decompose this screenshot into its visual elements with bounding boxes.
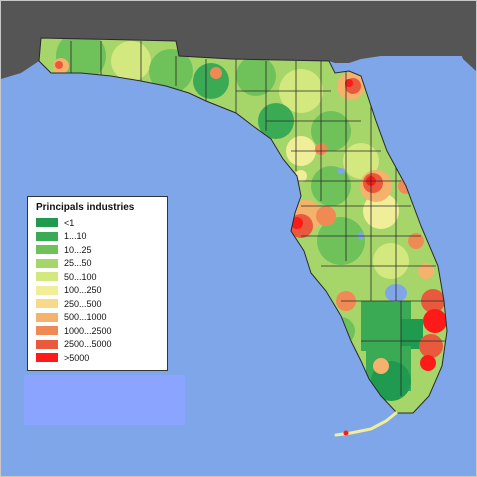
legend-item: 1...10	[36, 230, 161, 244]
legend-item: 500...1000	[36, 311, 161, 325]
legend-label: 100...250	[64, 285, 102, 296]
legend-swatch	[36, 353, 58, 363]
legend-label: 1000...2500	[64, 325, 112, 336]
bahamas-land	[456, 36, 476, 71]
legend-swatch	[36, 245, 58, 255]
legend-swatch	[36, 285, 58, 295]
legend-swatch	[36, 258, 58, 268]
map-legend: Principals industries <1 1...10 10...25 25.…	[27, 196, 168, 371]
legend-title: Principals industries	[36, 202, 135, 213]
legend-label: 1...10	[64, 231, 87, 242]
legend-item: 50...100	[36, 270, 161, 284]
legend-label: 2500...5000	[64, 339, 112, 350]
legend-label: 50...100	[64, 271, 97, 282]
legend-item: 10...25	[36, 243, 161, 257]
legend-swatch	[36, 218, 58, 228]
inset-placeholder-box	[24, 375, 185, 425]
legend-item: 250...500	[36, 297, 161, 311]
legend-label: 10...25	[64, 244, 92, 255]
legend-item: <1	[36, 216, 161, 230]
legend-label: <1	[64, 217, 75, 228]
legend-swatch	[36, 272, 58, 282]
legend-swatch	[36, 299, 58, 309]
legend-swatch	[36, 231, 58, 241]
legend-label: 25...50	[64, 258, 92, 269]
legend-item: 25...50	[36, 257, 161, 271]
georgia-alabama-land	[1, 1, 476, 79]
legend-label: >5000	[64, 352, 90, 363]
legend-label: 500...1000	[64, 312, 107, 323]
legend-label: 250...500	[64, 298, 102, 309]
legend-items: <1 1...10 10...25 25...50 50...100 100...250 2…	[36, 216, 161, 365]
legend-item: 100...250	[36, 284, 161, 298]
legend-swatch	[36, 312, 58, 322]
legend-item: >5000	[36, 351, 161, 365]
legend-item: 1000...2500	[36, 324, 161, 338]
legend-item: 2500...5000	[36, 338, 161, 352]
legend-swatch	[36, 326, 58, 336]
legend-swatch	[36, 339, 58, 349]
